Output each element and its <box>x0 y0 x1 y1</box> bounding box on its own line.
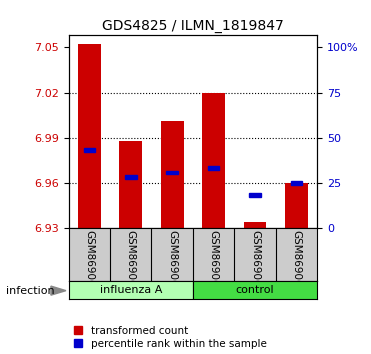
Text: GSM869064: GSM869064 <box>209 230 219 293</box>
Text: control: control <box>236 285 275 295</box>
Bar <box>244 222 266 228</box>
Bar <box>69 281 193 299</box>
Text: GSM869065: GSM869065 <box>84 230 94 293</box>
Bar <box>119 141 142 228</box>
Bar <box>161 121 184 228</box>
Bar <box>193 281 317 299</box>
Text: infection: infection <box>6 286 54 296</box>
Text: GSM869066: GSM869066 <box>250 230 260 293</box>
Bar <box>285 183 308 228</box>
Text: influenza A: influenza A <box>99 285 162 295</box>
Title: GDS4825 / ILMN_1819847: GDS4825 / ILMN_1819847 <box>102 19 284 33</box>
Bar <box>167 171 178 175</box>
Text: GSM869069: GSM869069 <box>167 230 177 293</box>
Bar <box>83 148 95 152</box>
Legend: transformed count, percentile rank within the sample: transformed count, percentile rank withi… <box>74 326 266 349</box>
Bar <box>78 45 101 228</box>
Text: GSM869067: GSM869067 <box>126 230 136 293</box>
Bar <box>125 175 137 179</box>
Bar <box>249 193 261 197</box>
Bar <box>202 93 225 228</box>
Bar <box>208 166 219 170</box>
Polygon shape <box>51 286 66 295</box>
Text: GSM869068: GSM869068 <box>292 230 302 293</box>
Bar <box>291 181 302 185</box>
